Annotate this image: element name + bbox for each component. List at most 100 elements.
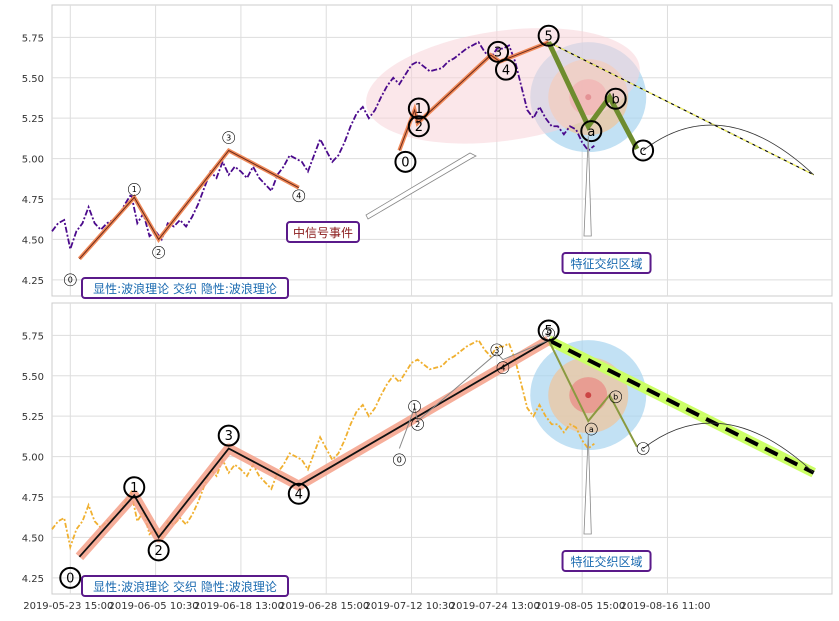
correction-label: c [640, 144, 647, 159]
correction-marker [636, 442, 650, 455]
wave-small-label: 1 [412, 402, 417, 411]
signal-annotation-box [286, 221, 360, 243]
zone-center-dot [585, 392, 592, 399]
wave-small-marker [127, 183, 141, 196]
wave-big-label: 2 [155, 544, 163, 559]
y-tick-label: 4.25 [22, 574, 44, 585]
projection-line [547, 338, 815, 475]
correction-line [547, 339, 638, 448]
wave-big-label: 3 [225, 429, 233, 444]
y-tick-label: 5.50 [22, 372, 44, 383]
wave-big-label: 5 [545, 324, 553, 339]
wave-big-label: 1 [415, 102, 423, 117]
wave-small-marker [408, 400, 421, 413]
wave-small-label: 1 [132, 185, 137, 194]
wave-big-marker [407, 115, 430, 138]
wave-small-line [79, 149, 300, 260]
legend-text: 显性:波浪理论 交织 隐性:波浪理论 [93, 281, 277, 296]
wave-big-label: 4 [502, 63, 510, 78]
wave-small-marker [393, 453, 406, 467]
x-tick-label: 2019-06-28 15:00 [279, 601, 369, 612]
wave-big-marker [394, 150, 417, 173]
zone-annotation-box [561, 252, 652, 274]
zone-annotation-box [561, 550, 652, 572]
x-tick-label: 2019-07-12 10:30 [364, 601, 454, 612]
correction-label: b [612, 92, 620, 107]
correction-marker [632, 139, 655, 162]
wave-small-marker [292, 189, 306, 203]
x-tick-label: 2019-07-24 13:00 [450, 601, 540, 612]
signal-arrow [365, 152, 477, 220]
wave-small-label: 2 [156, 248, 161, 257]
zone-arrow [583, 434, 592, 535]
wave-small-marker [222, 131, 236, 144]
wave-small-marker [542, 327, 555, 341]
legend-box [81, 575, 289, 597]
y-tick-label: 5.00 [22, 453, 44, 464]
wave-big-marker [59, 566, 82, 589]
y-tick-label: 4.50 [22, 533, 44, 544]
wave-big-marker [147, 539, 170, 562]
wave-small-label: 5 [546, 330, 551, 339]
x-tick-label: 2019-05-23 15:00 [23, 601, 113, 612]
wave-small-label: 4 [500, 364, 505, 373]
y-tick-label: 4.75 [22, 195, 44, 206]
wave-small-marker [63, 273, 77, 287]
wave-small-label: 3 [494, 346, 499, 355]
wave-small-marker [152, 246, 165, 259]
signal-annotation-text: 中信号事件 [293, 225, 353, 240]
y-tick-label: 5.75 [22, 33, 44, 44]
y-tick-label: 5.25 [22, 114, 44, 125]
correction-marker [604, 87, 627, 110]
wave-big-marker [123, 476, 146, 499]
y-tick-label: 4.75 [22, 493, 44, 504]
wave-big-marker [537, 24, 560, 47]
wave-small-marker [496, 361, 510, 374]
wave-big-line [78, 339, 550, 558]
correction-line [546, 41, 640, 151]
wave-small-label: 2 [415, 420, 420, 429]
y-tick-label: 4.25 [22, 276, 44, 287]
signal-ellipse [366, 28, 640, 144]
zone-annotation-text: 特征交织区域 [571, 554, 643, 569]
legend-text: 显性:波浪理论 交织 隐性:波浪理论 [93, 579, 277, 594]
wave-small-label: 0 [68, 276, 73, 285]
legend-box [81, 277, 289, 299]
correction-label: c [641, 444, 645, 453]
x-tick-label: 2019-06-18 13:00 [194, 601, 284, 612]
wave-small-label: 3 [226, 133, 231, 142]
wave-small-label: 0 [397, 456, 402, 465]
wave-big-marker [217, 424, 240, 447]
x-tick-label: 2019-08-05 15:00 [535, 601, 625, 612]
correction-marker [580, 120, 603, 143]
wave-big-label: 0 [401, 155, 409, 170]
projection-line-dash [548, 41, 814, 176]
correction-marker [584, 422, 598, 436]
y-tick-label: 5.75 [22, 331, 44, 342]
x-tick-label: 2019-08-16 11:00 [620, 601, 710, 612]
wave-big-marker [407, 97, 430, 120]
wave-big-marker [487, 40, 510, 63]
correction-label: a [587, 125, 595, 140]
y-tick-label: 5.25 [22, 412, 44, 423]
wave-big-label: 4 [295, 487, 303, 502]
wave-big-label: 2 [415, 120, 423, 135]
correction-label: b [613, 393, 618, 402]
wave-big-marker [287, 482, 310, 505]
y-tick-label: 5.50 [22, 74, 44, 85]
wave-big-label: 1 [130, 481, 138, 496]
projection-arc [642, 422, 814, 474]
zone-arrow [583, 136, 592, 237]
wave-small-marker [411, 417, 424, 431]
x-tick-label: 2019-06-05 10:30 [109, 601, 199, 612]
projection-arc [642, 124, 814, 176]
zone-annotation-text: 特征交织区域 [571, 256, 643, 271]
y-tick-label: 5.00 [22, 155, 44, 166]
plot-area-1 [51, 302, 833, 595]
y-tick-label: 4.50 [22, 235, 44, 246]
wave-big-marker [494, 58, 517, 81]
correction-marker [609, 390, 622, 404]
correction-label: a [589, 425, 594, 434]
wave-big-marker [537, 319, 560, 342]
